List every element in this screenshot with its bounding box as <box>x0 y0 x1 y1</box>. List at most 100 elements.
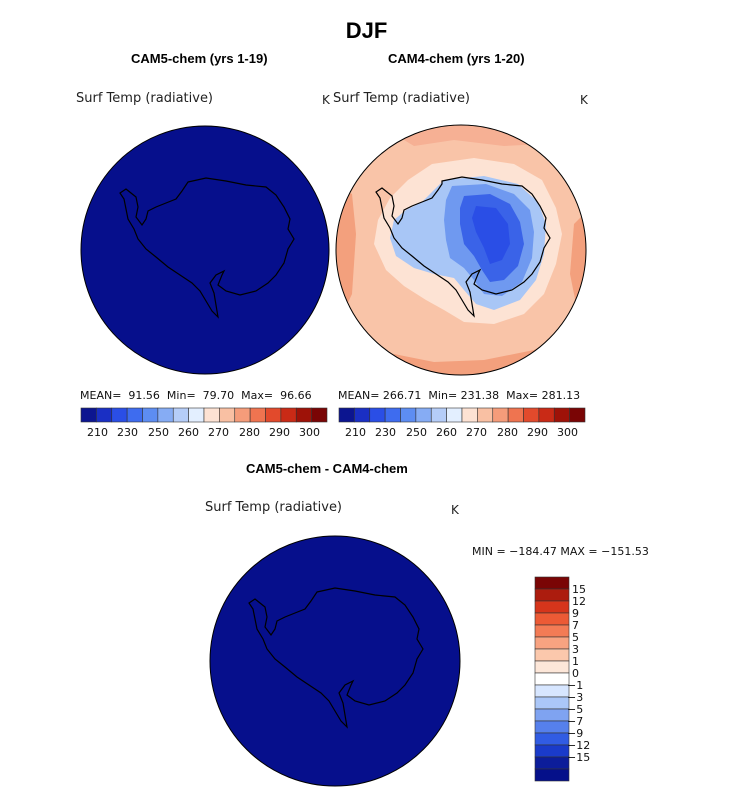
colorbar-swatch <box>534 600 570 614</box>
colorbar-swatch <box>400 407 417 423</box>
right-tick-2: 250 <box>406 426 427 439</box>
right-mean-label: MEAN= <box>338 389 380 402</box>
left-tick-1: 230 <box>117 426 138 439</box>
colorbar-swatch <box>534 576 570 590</box>
colorbar-swatch <box>534 672 570 686</box>
colorbar-swatch <box>553 407 570 423</box>
colorbar-swatch <box>369 407 386 423</box>
left-max-value: 96.66 <box>280 389 312 402</box>
colorbar-swatch <box>265 407 282 423</box>
right-panel-title: CAM4-chem (yrs 1-20) <box>388 51 525 66</box>
left-min-value: 79.70 <box>202 389 235 402</box>
colorbar-swatch <box>534 732 570 746</box>
colorbar-swatch <box>172 407 189 423</box>
diff-colorbar-swatches <box>534 576 570 782</box>
right-units-label: K <box>580 93 588 107</box>
diff-tick-4: 5 <box>572 631 579 644</box>
colorbar-swatch <box>569 407 586 423</box>
diff-tick-13: −12 <box>567 739 591 752</box>
right-tick-5: 280 <box>497 426 518 439</box>
right-variable-label: Surf Temp (radiative) <box>333 91 471 106</box>
right-colorbar-swatches <box>338 407 586 423</box>
colorbar-swatch <box>534 696 570 710</box>
right-tick-1: 230 <box>375 426 396 439</box>
diff-tick-14: −15 <box>567 751 591 764</box>
right-min-value: 231.38 <box>460 389 500 402</box>
colorbar-swatch <box>126 407 143 423</box>
left-colorbar-ticks: 210 230 250 260 270 280 290 300 <box>80 426 340 442</box>
diff-polar-map <box>209 535 461 787</box>
right-polar-map <box>335 124 587 376</box>
diff-colorbar <box>534 576 570 782</box>
diff-tick-5: 3 <box>572 643 579 656</box>
diff-tick-10: −5 <box>567 703 584 716</box>
right-colorbar-ticks: 210 230 250 260 270 280 290 300 <box>338 426 598 442</box>
diff-tick-6: 1 <box>572 655 579 668</box>
colorbar-swatch <box>534 636 570 650</box>
colorbar-swatch <box>188 407 205 423</box>
right-map-border <box>335 124 587 376</box>
diff-variable-label: Surf Temp (radiative) <box>205 500 343 515</box>
right-max-label: Max= <box>506 389 539 402</box>
colorbar-swatch <box>80 407 97 423</box>
right-tick-7: 300 <box>557 426 578 439</box>
right-tick-4: 270 <box>466 426 487 439</box>
right-antarctica-coastline <box>375 176 551 318</box>
diff-tick-2: 9 <box>572 607 579 620</box>
right-tick-6: 290 <box>527 426 548 439</box>
left-tick-6: 290 <box>269 426 290 439</box>
diff-tick-1: 12 <box>572 595 586 608</box>
colorbar-swatch <box>523 407 540 423</box>
colorbar-swatch <box>157 407 174 423</box>
colorbar-swatch <box>234 407 251 423</box>
colorbar-swatch <box>384 407 401 423</box>
colorbar-swatch <box>534 660 570 674</box>
left-mean-value: 91.56 <box>128 389 160 402</box>
colorbar-swatch <box>534 684 570 698</box>
diff-antarctica-coastline <box>248 587 424 729</box>
right-colorbar <box>338 407 586 423</box>
diff-tick-12: −9 <box>567 727 584 740</box>
colorbar-swatch <box>534 720 570 734</box>
left-units-label: K <box>322 93 330 107</box>
right-max-value: 281.13 <box>541 389 581 402</box>
left-max-label: Max= <box>241 389 274 402</box>
left-colorbar <box>80 407 328 423</box>
diff-tick-9: −3 <box>567 691 584 704</box>
colorbar-swatch <box>534 624 570 638</box>
colorbar-swatch <box>249 407 266 423</box>
colorbar-swatch <box>203 407 220 423</box>
left-antarctica-coastline <box>119 177 295 319</box>
colorbar-swatch <box>534 588 570 602</box>
colorbar-swatch <box>219 407 236 423</box>
colorbar-swatch <box>534 744 570 758</box>
colorbar-swatch <box>111 407 128 423</box>
left-tick-2: 250 <box>148 426 169 439</box>
colorbar-swatch <box>96 407 113 423</box>
colorbar-swatch <box>446 407 463 423</box>
colorbar-swatch <box>534 648 570 662</box>
left-colorbar-swatches <box>80 407 328 423</box>
colorbar-swatch <box>492 407 509 423</box>
left-panel-title: CAM5-chem (yrs 1-19) <box>131 51 268 66</box>
diff-tick-8: −1 <box>567 679 584 692</box>
colorbar-swatch <box>534 768 570 782</box>
diff-tick-11: −7 <box>567 715 584 728</box>
colorbar-swatch <box>430 407 447 423</box>
colorbar-swatch <box>295 407 312 423</box>
diff-panel-title: CAM5-chem - CAM4-chem <box>246 461 408 476</box>
diff-colorbar-ticks: 15 12 9 7 5 3 1 0 −1 −3 −5 −7 −9 −12 −15 <box>567 576 612 782</box>
colorbar-swatch <box>415 407 432 423</box>
right-tick-3: 260 <box>436 426 457 439</box>
diff-minmax-text: MIN = −184.47 MAX = −151.53 <box>472 545 649 558</box>
left-tick-3: 260 <box>178 426 199 439</box>
right-stats: MEAN= 266.71 Min= 231.38 Max= 281.13 <box>338 389 580 402</box>
colorbar-swatch <box>538 407 555 423</box>
left-map-disc <box>80 125 330 375</box>
diff-tick-0: 15 <box>572 583 586 596</box>
colorbar-swatch <box>311 407 328 423</box>
colorbar-swatch <box>461 407 478 423</box>
left-tick-4: 270 <box>208 426 229 439</box>
colorbar-swatch <box>477 407 494 423</box>
left-tick-5: 280 <box>239 426 260 439</box>
